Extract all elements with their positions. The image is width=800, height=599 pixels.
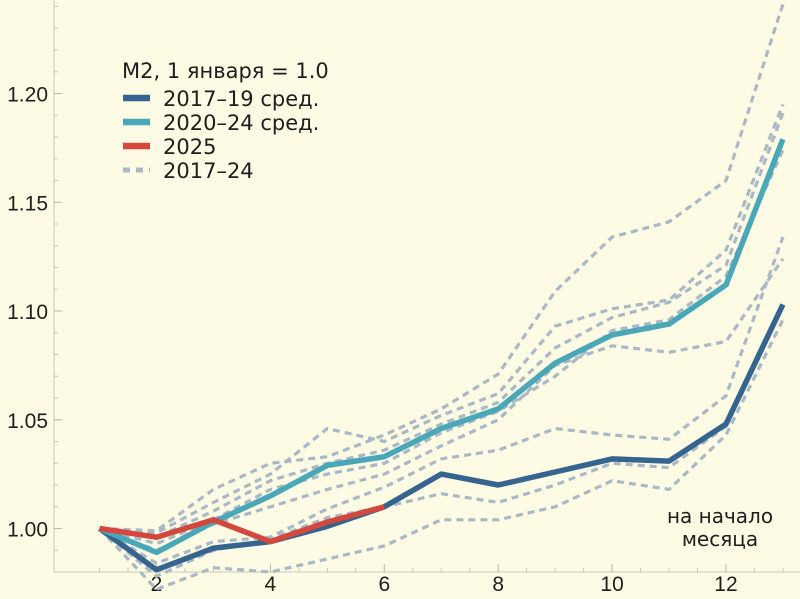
x-tick-label: 6 xyxy=(378,573,390,596)
series-line-2017-24 xyxy=(98,318,785,592)
plot-frame xyxy=(53,0,800,573)
series-layer xyxy=(97,3,786,592)
axis-ticks: 1.00 1.05 1.10 1.15 1.20 2 4 6 8 10 12 xyxy=(7,6,784,596)
series-line-2017-24 xyxy=(98,301,785,578)
annotation-line-2: месяца xyxy=(682,527,758,551)
legend-label: 2025 xyxy=(163,135,216,159)
y-tick-label: 1.15 xyxy=(7,192,48,215)
legend-label: 2017–19 сред. xyxy=(163,87,319,111)
series-line-2017-19-avg xyxy=(97,303,786,573)
x-tick-label: 4 xyxy=(265,573,277,596)
series-line-2017-24 xyxy=(99,3,785,533)
x-tick-label: 2 xyxy=(151,573,163,596)
legend-title: M2, 1 января = 1.0 xyxy=(122,59,329,83)
y-tick-label: 1.10 xyxy=(7,301,48,324)
axis-annotation: на начало месяца xyxy=(667,504,773,551)
x-tick-label: 10 xyxy=(600,573,623,596)
series-line-2017-24 xyxy=(99,112,785,539)
series-line-2025 xyxy=(99,504,386,545)
series-line-2020-24-avg xyxy=(98,138,786,556)
series-line-2017-24 xyxy=(98,236,785,565)
series-line-2017-24 xyxy=(99,103,785,535)
legend: M2, 1 января = 1.0 2017–19 сред.2020–24 … xyxy=(122,59,329,183)
x-tick-label: 12 xyxy=(714,573,737,596)
y-tick-label: 1.05 xyxy=(7,410,48,433)
x-tick-label: 8 xyxy=(492,573,504,596)
legend-label: 2020–24 сред. xyxy=(163,111,319,135)
y-tick-label: 1.20 xyxy=(7,84,48,107)
annotation-line-1: на начало xyxy=(667,504,773,528)
legend-label: 2017–24 xyxy=(163,159,254,183)
series-line-2017-24 xyxy=(99,149,785,546)
y-tick-label: 1.00 xyxy=(7,519,48,542)
